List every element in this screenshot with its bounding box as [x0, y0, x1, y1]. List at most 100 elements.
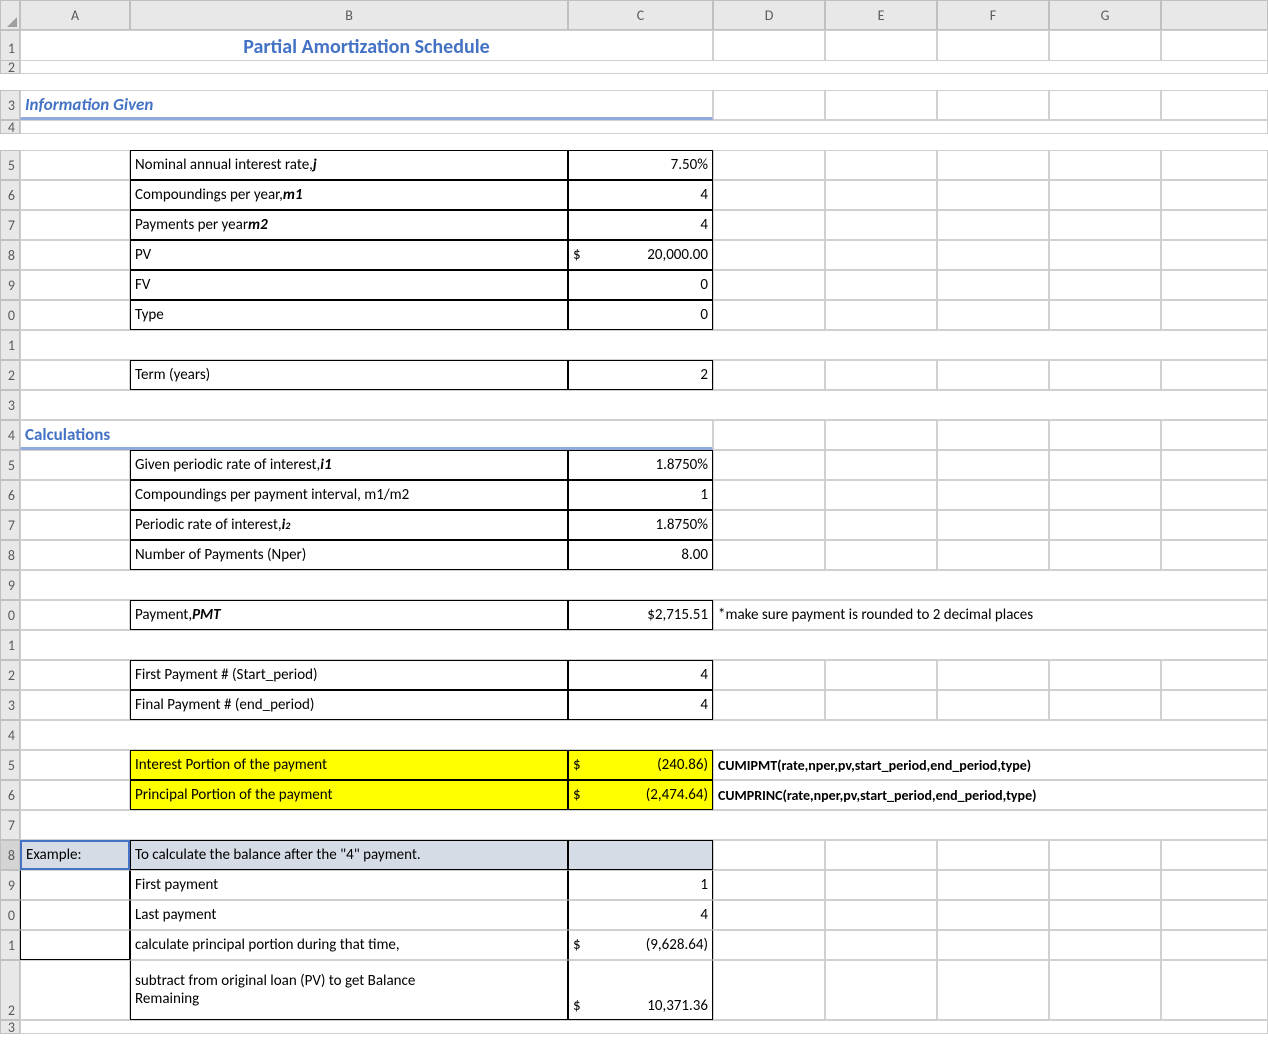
- row-header-20[interactable]: 0: [0, 600, 20, 630]
- label-comp-year[interactable]: Compoundings per year, m1: [130, 180, 568, 210]
- cell-D3[interactable]: [713, 90, 825, 120]
- cell-E14[interactable]: [825, 420, 937, 450]
- col-header-C[interactable]: C: [568, 0, 713, 30]
- row-header-10[interactable]: 0: [0, 300, 20, 330]
- cell-G7[interactable]: [1049, 210, 1161, 240]
- row-header-6[interactable]: 6: [0, 180, 20, 210]
- val-periodic[interactable]: 1.8750%: [568, 510, 713, 540]
- cell-E12[interactable]: [825, 360, 937, 390]
- cell-E16[interactable]: [825, 480, 937, 510]
- cell-F28[interactable]: [937, 840, 1049, 870]
- row-header-3[interactable]: 3: [0, 90, 20, 120]
- cell-E6[interactable]: [825, 180, 937, 210]
- val-comp-pay[interactable]: 1: [568, 480, 713, 510]
- cell-H14[interactable]: [1161, 420, 1268, 450]
- cell-H29[interactable]: [1161, 870, 1268, 900]
- cell-A5[interactable]: [20, 150, 130, 180]
- cell-G17[interactable]: [1049, 510, 1161, 540]
- cell-A16[interactable]: [20, 480, 130, 510]
- val-final-pay[interactable]: 4: [568, 690, 713, 720]
- cell-H7[interactable]: [1161, 210, 1268, 240]
- label-ex-last-pay[interactable]: Last payment: [130, 900, 568, 930]
- val-pmt[interactable]: $2,715.51: [568, 600, 713, 630]
- row-header-13[interactable]: 3: [0, 390, 20, 420]
- cell-row27[interactable]: [20, 810, 1268, 840]
- cell-E28[interactable]: [825, 840, 937, 870]
- row-header-27[interactable]: 7: [0, 810, 20, 840]
- cell-G5[interactable]: [1049, 150, 1161, 180]
- cell-F6[interactable]: [937, 180, 1049, 210]
- cell-D10[interactable]: [713, 300, 825, 330]
- cell-G9[interactable]: [1049, 270, 1161, 300]
- row-header-12[interactable]: 2: [0, 360, 20, 390]
- cell-F22[interactable]: [937, 660, 1049, 690]
- row-header-14[interactable]: 4: [0, 420, 20, 450]
- cell-H31[interactable]: [1161, 930, 1268, 960]
- cell-A8[interactable]: [20, 240, 130, 270]
- val-term[interactable]: 2: [568, 360, 713, 390]
- row-header-25[interactable]: 5: [0, 750, 20, 780]
- cell-D28[interactable]: [713, 840, 825, 870]
- row-header-15[interactable]: 5: [0, 450, 20, 480]
- cell-row21[interactable]: [20, 630, 1268, 660]
- label-first-pay[interactable]: First Payment # (Start_period): [130, 660, 568, 690]
- row-header-33[interactable]: 3: [0, 1020, 20, 1034]
- cell-A20[interactable]: [20, 600, 130, 630]
- cell-A12[interactable]: [20, 360, 130, 390]
- cell-E3[interactable]: [825, 90, 937, 120]
- label-type[interactable]: Type: [130, 300, 568, 330]
- cell-D17[interactable]: [713, 510, 825, 540]
- cell-D18[interactable]: [713, 540, 825, 570]
- cell-H10[interactable]: [1161, 300, 1268, 330]
- val-comp-year[interactable]: 4: [568, 180, 713, 210]
- spreadsheet-grid[interactable]: A B C D E F G 1 Partial Amortization Sch…: [0, 0, 1268, 1050]
- label-given-rate[interactable]: Given periodic rate of interest, i1: [130, 450, 568, 480]
- cell-F29[interactable]: [937, 870, 1049, 900]
- label-fv[interactable]: FV: [130, 270, 568, 300]
- cell-D8[interactable]: [713, 240, 825, 270]
- cell-D23[interactable]: [713, 690, 825, 720]
- cell-A9[interactable]: [20, 270, 130, 300]
- cell-E31[interactable]: [825, 930, 937, 960]
- cell-D16[interactable]: [713, 480, 825, 510]
- cell-F17[interactable]: [937, 510, 1049, 540]
- row-header-22[interactable]: 2: [0, 660, 20, 690]
- cell-G28[interactable]: [1049, 840, 1161, 870]
- val-ex-balance[interactable]: $10,371.36: [568, 960, 713, 1020]
- col-header-H[interactable]: [1161, 0, 1268, 30]
- label-prin-portion[interactable]: Principal Portion of the payment: [130, 780, 568, 810]
- cell-G29[interactable]: [1049, 870, 1161, 900]
- cell-D15[interactable]: [713, 450, 825, 480]
- cell-G31[interactable]: [1049, 930, 1161, 960]
- cell-A26[interactable]: [20, 780, 130, 810]
- row-header-2[interactable]: 2: [0, 60, 20, 74]
- cell-H12[interactable]: [1161, 360, 1268, 390]
- row-header-28[interactable]: 8: [0, 840, 20, 870]
- cell-H15[interactable]: [1161, 450, 1268, 480]
- cell-H17[interactable]: [1161, 510, 1268, 540]
- val-nper[interactable]: 8.00: [568, 540, 713, 570]
- cell-F7[interactable]: [937, 210, 1049, 240]
- cell-A31[interactable]: [20, 930, 130, 960]
- cell-H6[interactable]: [1161, 180, 1268, 210]
- cell-E23[interactable]: [825, 690, 937, 720]
- cell-G8[interactable]: [1049, 240, 1161, 270]
- cell-E32[interactable]: [825, 960, 937, 1020]
- cell-G3[interactable]: [1049, 90, 1161, 120]
- label-final-pay[interactable]: Final Payment # (end_period): [130, 690, 568, 720]
- row-header-16[interactable]: 6: [0, 480, 20, 510]
- cell-F16[interactable]: [937, 480, 1049, 510]
- cell-F3[interactable]: [937, 90, 1049, 120]
- cell-F18[interactable]: [937, 540, 1049, 570]
- cell-G15[interactable]: [1049, 450, 1161, 480]
- cell-F23[interactable]: [937, 690, 1049, 720]
- row-header-23[interactable]: 3: [0, 690, 20, 720]
- cell-G14[interactable]: [1049, 420, 1161, 450]
- cell-row13[interactable]: [20, 390, 1268, 420]
- cell-E15[interactable]: [825, 450, 937, 480]
- cell-G6[interactable]: [1049, 180, 1161, 210]
- cell-C28[interactable]: [568, 840, 713, 870]
- cell-G22[interactable]: [1049, 660, 1161, 690]
- cell-A25[interactable]: [20, 750, 130, 780]
- label-ex-first-pay[interactable]: First payment: [130, 870, 568, 900]
